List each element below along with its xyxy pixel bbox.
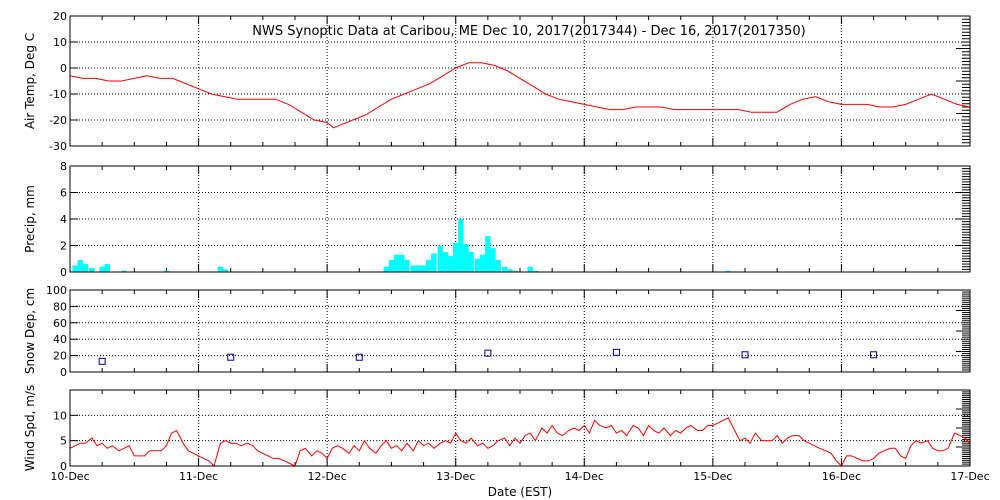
snow-depth-point <box>355 353 363 361</box>
snow-depth-panel: 0 20 40 60 80 100 Snow Dep, cm <box>23 284 971 379</box>
precip-bar <box>383 266 389 272</box>
precip-bar <box>442 252 449 272</box>
precip-bar <box>393 254 400 272</box>
precip-bar <box>77 260 83 272</box>
y-tick-label: 40 <box>53 333 67 346</box>
precip-bar <box>725 270 731 272</box>
precip-bar <box>490 248 496 272</box>
chart-title: NWS Synoptic Data at Caribou, ME Dec 10,… <box>252 24 805 39</box>
y-tick-label: 6 <box>60 187 67 200</box>
snow-depth-point <box>612 348 620 356</box>
precip-bar <box>82 264 89 272</box>
snow-depth-point <box>870 351 878 359</box>
precip-bar <box>410 265 416 272</box>
precip-bar <box>495 260 501 272</box>
precip-bar <box>388 260 395 272</box>
precip-bar <box>474 258 481 272</box>
precip-bar <box>404 260 410 272</box>
y-tick-label: 0 <box>60 460 67 473</box>
snow-depth-point <box>741 351 749 359</box>
precip-bar <box>163 270 170 272</box>
wind-speed-line <box>69 417 971 467</box>
panel-frame <box>69 165 971 273</box>
precip-bar <box>431 253 437 272</box>
y-tick-label: 10 <box>53 36 67 49</box>
precip-bar <box>426 260 432 272</box>
precip-bar <box>501 266 508 272</box>
precip-bar <box>527 266 533 272</box>
y-tick-label: 4 <box>60 213 67 226</box>
y-tick-label: 10 <box>53 409 67 422</box>
precip-bar <box>89 268 95 272</box>
precip-bar <box>420 265 427 272</box>
panel-frame <box>69 15 971 147</box>
precip-bar <box>468 252 474 272</box>
x-tick-label: 16-Dec <box>822 470 861 483</box>
precip-bar <box>72 265 78 272</box>
y-tick-label: 100 <box>46 284 67 297</box>
x-tick-label: 17-Dec <box>950 470 989 483</box>
precip-bar <box>485 236 491 272</box>
x-tick-label: 15-Dec <box>693 470 732 483</box>
y-tick-label: 20 <box>53 350 67 363</box>
precip-bar <box>104 264 110 272</box>
y-tick-label: 60 <box>53 317 67 330</box>
precip-bar <box>399 254 405 272</box>
x-tick-label: 12-Dec <box>308 470 347 483</box>
precip-bar <box>453 242 459 272</box>
air-temp-panel: -30 -20 -10 0 10 20 Air Temp, Deg C <box>23 10 971 153</box>
precip-bar <box>217 266 224 272</box>
precip-bar <box>480 254 486 272</box>
y-tick-label: 5 <box>60 435 67 448</box>
air-temp-line <box>69 62 971 129</box>
snow-depth-point <box>227 353 235 361</box>
precip-bar <box>532 270 539 272</box>
y-tick-label: 8 <box>60 160 67 173</box>
snow-depth-y-axis-label: Snow Dep, cm <box>23 288 37 374</box>
x-axis: 10-Dec 11-Dec 12-Dec 13-Dec 14-Dec 15-Dec 16-D… <box>50 470 989 483</box>
y-tick-label: 0 <box>60 266 67 279</box>
precip-bar <box>121 270 127 272</box>
y-tick-label: 20 <box>53 10 67 23</box>
precip-bar <box>415 265 422 272</box>
x-tick-label: 13-Dec <box>436 470 475 483</box>
y-tick-label: 0 <box>60 366 67 379</box>
precip-bar <box>437 245 443 272</box>
y-tick-label: -30 <box>49 140 67 153</box>
precip-y-axis-label: Precip, mm <box>23 185 37 253</box>
precip-bar <box>507 269 513 272</box>
precip-bar <box>447 256 454 272</box>
wind-speed-panel: 0 5 10 Wind Spd, m/s <box>23 385 971 473</box>
precip-bar <box>99 266 105 272</box>
x-tick-label: 14-Dec <box>565 470 604 483</box>
precip-bar <box>463 244 469 272</box>
y-tick-label: 2 <box>60 240 67 253</box>
y-tick-label: -10 <box>49 88 67 101</box>
air-temp-y-axis-label: Air Temp, Deg C <box>23 33 37 129</box>
precip-bar <box>222 269 229 272</box>
x-tick-label: 11-Dec <box>179 470 218 483</box>
snow-depth-point <box>98 357 106 365</box>
y-tick-label: -20 <box>49 114 67 127</box>
precip-panel: 0 2 4 6 8 Precip, mm <box>23 160 971 279</box>
precip-bar <box>512 270 518 272</box>
panel-frame <box>69 389 971 467</box>
y-tick-label: 0 <box>60 62 67 75</box>
snow-depth-point <box>484 349 492 357</box>
x-tick-label: 10-Dec <box>50 470 89 483</box>
wind-speed-y-axis-label: Wind Spd, m/s <box>23 385 37 471</box>
x-axis-label: Date (EST) <box>488 485 552 499</box>
precip-bar <box>458 219 464 272</box>
y-tick-label: 80 <box>53 300 67 313</box>
panel-frame <box>69 289 971 373</box>
